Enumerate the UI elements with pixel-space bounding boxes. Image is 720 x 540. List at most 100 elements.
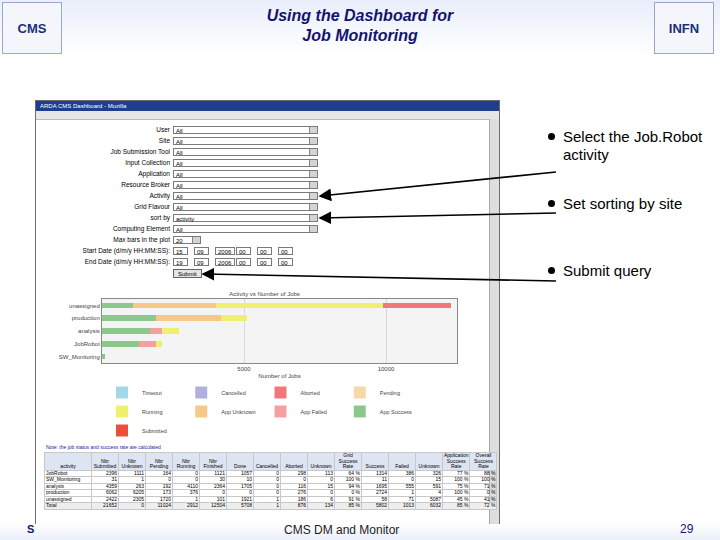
html-text:Nbr Unknown: Nbr Unknown bbox=[121, 457, 143, 469]
html-text:1705: 1705 bbox=[240, 482, 252, 489]
html-text:Nbr Pending: Nbr Pending bbox=[149, 457, 169, 469]
html-text:Max bars in the plot: Max bars in the plot bbox=[113, 236, 170, 243]
html-text:All: All bbox=[176, 138, 183, 145]
svg-text:analysis: analysis bbox=[78, 328, 100, 334]
html-text:1121: 1121 bbox=[214, 469, 225, 476]
html-text:All: All bbox=[176, 193, 183, 200]
html-text:Application Success Rate: Application Success Rate bbox=[444, 452, 469, 469]
html-text:2006: 2006 bbox=[218, 259, 232, 266]
svg-text:production: production bbox=[72, 315, 100, 321]
html-text:Select the Job.Robot activity: Select the Job.Robot activity bbox=[563, 128, 703, 163]
svg-text:JobRobot: JobRobot bbox=[74, 341, 100, 347]
svg-text:App Failed: App Failed bbox=[301, 409, 327, 415]
html-text:All: All bbox=[176, 182, 183, 189]
html-text:263: 263 bbox=[135, 482, 144, 489]
html-text:192: 192 bbox=[162, 482, 171, 489]
html-text:116: 116 bbox=[298, 482, 306, 489]
html-text:09: 09 bbox=[197, 259, 204, 266]
html-text:326: 326 bbox=[432, 469, 441, 476]
svg-text:Activity vs Number of Jobs: Activity vs Number of Jobs bbox=[229, 291, 300, 297]
svg-text:5000: 5000 bbox=[237, 366, 251, 372]
svg-text:Running: Running bbox=[142, 409, 163, 415]
html-text:00: 00 bbox=[260, 248, 267, 255]
svg-text:Pending: Pending bbox=[380, 390, 400, 396]
svg-text:App Unknown: App Unknown bbox=[221, 409, 255, 415]
html-text:Set sorting by site: Set sorting by site bbox=[563, 195, 683, 212]
html-text:INFN: INFN bbox=[668, 20, 700, 36]
html-text:Grid Flavour: Grid Flavour bbox=[134, 203, 170, 210]
html-text:All: All bbox=[176, 149, 183, 156]
html-text:Submit query: Submit query bbox=[563, 262, 652, 279]
html-text:77 %: 77 % bbox=[457, 469, 469, 476]
html-text:75 %: 75 % bbox=[457, 482, 469, 489]
html-text:sort by: sort by bbox=[150, 214, 170, 221]
html-text:00: 00 bbox=[281, 248, 288, 255]
svg-text:Aborted: Aborted bbox=[301, 390, 320, 396]
html-text:Input Collection: Input Collection bbox=[125, 159, 170, 166]
html-text:4359: 4359 bbox=[105, 482, 117, 489]
html-text:JobRobot: JobRobot bbox=[46, 469, 68, 476]
html-text:All: All bbox=[176, 160, 183, 167]
html-text:64 %: 64 % bbox=[348, 469, 360, 476]
html-text:Nbr Finished: Nbr Finished bbox=[203, 457, 223, 469]
html-text:User: User bbox=[156, 126, 170, 133]
html-text:00: 00 bbox=[239, 248, 246, 255]
html-text:Application: Application bbox=[138, 170, 170, 177]
html-text:Site: Site bbox=[158, 137, 170, 144]
html-text:Overall Success Rate: Overall Success Rate bbox=[474, 452, 493, 469]
html-text:All: All bbox=[176, 127, 183, 134]
html-text:All: All bbox=[176, 171, 183, 178]
html-text:End Date (d/m/y HH:MM:SS):: End Date (d/m/y HH:MM:SS): bbox=[84, 258, 170, 265]
html-text:1695: 1695 bbox=[375, 482, 387, 489]
html-text:19: 19 bbox=[176, 259, 183, 266]
html-text:S: S bbox=[27, 523, 35, 535]
svg-text:Timeout: Timeout bbox=[142, 390, 162, 396]
html-text:Activity: Activity bbox=[149, 192, 170, 199]
html-text:All: All bbox=[176, 226, 183, 233]
html-text:20: 20 bbox=[176, 237, 183, 244]
html-text:09: 09 bbox=[197, 248, 204, 255]
html-text:CMS: CMS bbox=[17, 20, 47, 36]
html-text:386: 386 bbox=[405, 469, 414, 476]
svg-text:Cancelled: Cancelled bbox=[221, 390, 245, 396]
html-text:2396: 2396 bbox=[105, 469, 117, 476]
html-text:1111: 1111 bbox=[134, 469, 144, 476]
html-text:1057: 1057 bbox=[240, 469, 252, 476]
html-text:Using the Dashboard for: Using the Dashboard for bbox=[266, 7, 454, 24]
html-text:1314: 1314 bbox=[375, 469, 387, 476]
html-text:All: All bbox=[176, 204, 183, 211]
svg-text:10000: 10000 bbox=[378, 366, 395, 372]
html-text:Resource Broker: Resource Broker bbox=[121, 181, 170, 188]
html-text:555: 555 bbox=[405, 482, 414, 489]
html-text:activity: activity bbox=[176, 215, 195, 222]
svg-text:Number of Jobs: Number of Jobs bbox=[258, 373, 300, 379]
html-text:Nbr Running: Nbr Running bbox=[176, 457, 196, 469]
html-text:29: 29 bbox=[680, 522, 694, 536]
html-text:15: 15 bbox=[176, 248, 183, 255]
html-text:CMS DM and Monitor: CMS DM and Monitor bbox=[284, 523, 400, 537]
html-text:2006: 2006 bbox=[218, 248, 232, 255]
html-text:00: 00 bbox=[260, 259, 267, 266]
html-text:Job Submission Tool: Job Submission Tool bbox=[110, 148, 170, 155]
svg-text:Submitted: Submitted bbox=[142, 428, 167, 434]
html-text:591: 591 bbox=[432, 482, 441, 489]
html-text:00: 00 bbox=[239, 259, 246, 266]
svg-text:SW_Monitoring: SW_Monitoring bbox=[59, 354, 100, 360]
html-text:Grid Success Rate: Grid Success Rate bbox=[338, 452, 358, 469]
html-text:Computing Element: Computing Element bbox=[112, 225, 170, 232]
html-text:164: 164 bbox=[162, 469, 171, 476]
html-text:00: 00 bbox=[281, 259, 288, 266]
html-text:Start Date (d/m/y HH:MM:SS):: Start Date (d/m/y HH:MM:SS): bbox=[82, 247, 170, 254]
html-text:113: 113 bbox=[325, 469, 333, 476]
html-text:88 %: 88 % bbox=[484, 469, 496, 476]
html-text:4110: 4110 bbox=[187, 482, 198, 489]
svg-text:App Success: App Success bbox=[380, 409, 412, 415]
html-text:298: 298 bbox=[297, 469, 306, 476]
html-text:Job Monitoring: Job Monitoring bbox=[302, 27, 418, 44]
svg-text:unassigned: unassigned bbox=[69, 303, 100, 309]
html-text:94 %: 94 % bbox=[348, 482, 360, 489]
html-text:analysis: analysis bbox=[46, 482, 65, 489]
html-text:71 %: 71 % bbox=[484, 482, 496, 489]
html-text:Nbr Submitted: Nbr Submitted bbox=[93, 457, 117, 469]
html-text:2364: 2364 bbox=[213, 482, 225, 489]
